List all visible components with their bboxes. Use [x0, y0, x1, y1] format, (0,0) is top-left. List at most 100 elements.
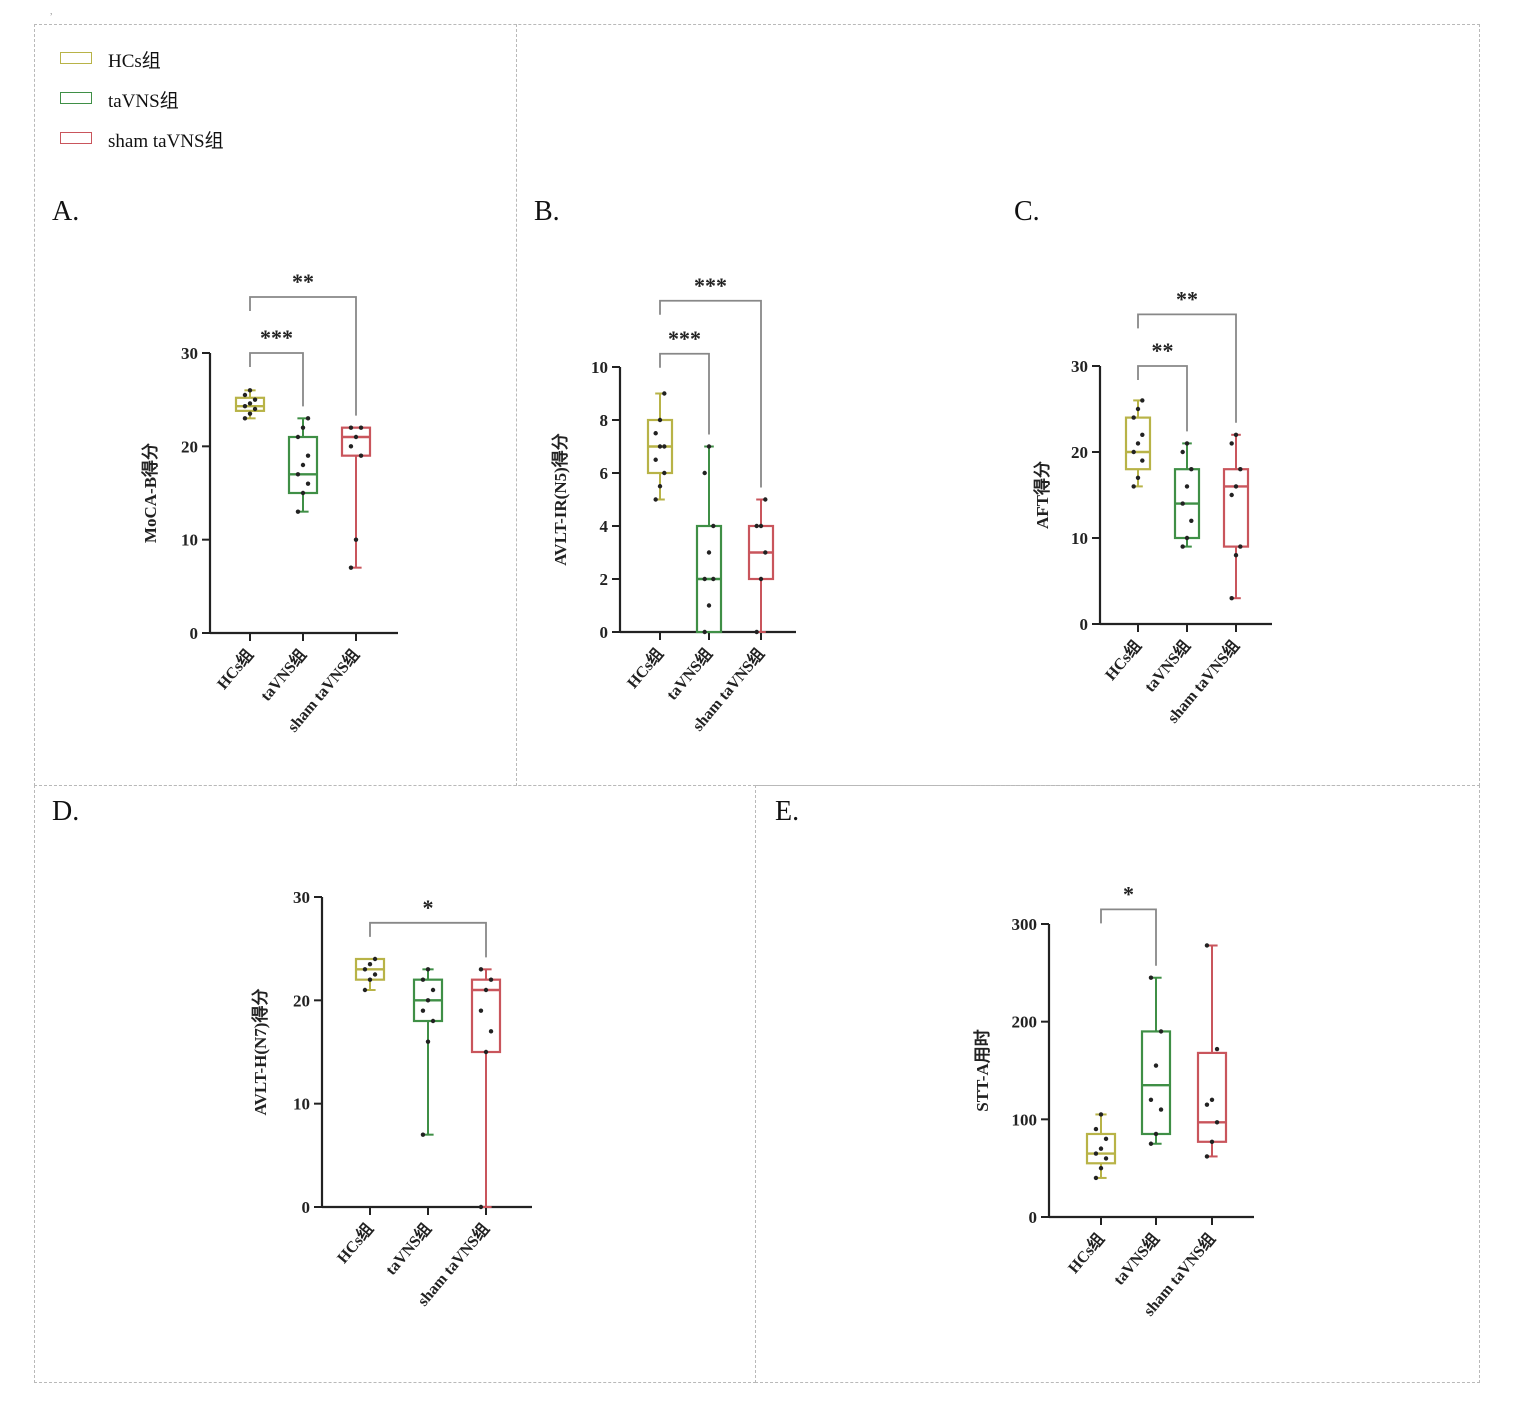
panel-label-a: A. [52, 196, 80, 227]
y-tick-label: 4 [600, 517, 609, 536]
data-point [430, 1018, 436, 1024]
data-point [358, 453, 364, 458]
y-tick-label: 10 [181, 531, 198, 550]
data-point [242, 392, 248, 398]
data-point [252, 406, 258, 412]
x-tick-label: taVNS组 [256, 645, 310, 704]
data-point [1229, 596, 1234, 601]
data-point [478, 1204, 484, 1210]
data-point [662, 391, 667, 396]
data-point [483, 987, 489, 993]
y-tick-label: 10 [293, 1095, 310, 1114]
data-point [1148, 1097, 1154, 1103]
data-point [305, 416, 311, 421]
data-point [662, 444, 667, 449]
significance-bracket [659, 299, 762, 488]
data-point [1093, 1151, 1099, 1156]
data-point [353, 537, 359, 542]
data-point [1233, 484, 1239, 489]
legend-swatch-tavns [60, 92, 92, 104]
data-point [754, 629, 759, 635]
panel-label-d: D. [52, 796, 80, 827]
cell-divider-top [516, 24, 517, 786]
y-tick-label: 20 [293, 991, 310, 1010]
data-point [1093, 1175, 1099, 1181]
y-tick-label: 0 [302, 1198, 311, 1217]
significance-bracket [249, 352, 304, 407]
data-point [425, 998, 431, 1003]
data-point [242, 416, 248, 421]
legend-label-sham: sham taVNS组 [108, 131, 224, 152]
significance-label: *** [668, 326, 701, 351]
significance-bracket [249, 296, 357, 416]
legend-label-tavns: taVNS组 [108, 91, 179, 112]
data-point [1233, 553, 1239, 558]
data-point [300, 490, 306, 496]
y-tick-label: 30 [181, 344, 198, 363]
cell-e [755, 785, 1480, 1383]
data-point [1131, 415, 1136, 420]
significance-label: * [1123, 881, 1134, 906]
x-tick-label: taVNS组 [1140, 636, 1194, 695]
y-axis-label: AFT得分 [1032, 461, 1052, 529]
data-point [478, 1008, 484, 1013]
data-point [1214, 1120, 1220, 1125]
y-axis-label: STT-A用时 [973, 1029, 992, 1112]
data-point [300, 425, 306, 430]
data-point [1233, 432, 1239, 437]
data-point [1209, 1139, 1215, 1144]
data-point [425, 1039, 431, 1044]
data-point [362, 987, 368, 993]
data-point [1098, 1165, 1104, 1171]
data-point [702, 629, 707, 635]
data-point [367, 977, 373, 982]
significance-label: ** [1152, 338, 1174, 363]
data-point [711, 523, 716, 529]
data-point [1158, 1107, 1164, 1112]
x-tick-label: HCs组 [1064, 1229, 1108, 1277]
data-point [1189, 518, 1194, 523]
data-point [1103, 1136, 1109, 1142]
data-point [295, 509, 301, 514]
data-point [1093, 1126, 1099, 1132]
y-axis-label: MoCA-B得分 [140, 443, 160, 543]
panel-label-b: B. [534, 196, 560, 227]
significance-bracket [369, 921, 487, 958]
data-point [657, 417, 663, 423]
data-point [305, 453, 311, 458]
data-point [478, 967, 484, 972]
data-point [1204, 1102, 1210, 1107]
x-tick-label: taVNS组 [1109, 1229, 1163, 1288]
data-point [348, 425, 354, 430]
x-tick-label: HCs组 [213, 645, 257, 693]
data-point [763, 497, 768, 502]
data-point [1184, 484, 1190, 489]
y-tick-label: 30 [1071, 357, 1088, 376]
panel-label-c: C. [1014, 196, 1040, 227]
data-point [1209, 1097, 1215, 1103]
data-point [1238, 544, 1243, 549]
data-point [372, 972, 378, 977]
legend-swatch-sham [60, 132, 92, 144]
top-corner-mark: , [50, 6, 53, 17]
data-point [653, 431, 658, 436]
data-point [252, 397, 258, 402]
significance-label: *** [260, 325, 293, 350]
data-point [420, 977, 426, 982]
data-point [1204, 943, 1210, 948]
panel-label-e: E. [775, 796, 800, 827]
data-point [1135, 475, 1141, 480]
data-point [367, 961, 373, 967]
y-tick-label: 30 [293, 888, 310, 907]
x-tick-label: HCs组 [333, 1219, 377, 1267]
data-point [488, 977, 494, 982]
y-tick-label: 0 [190, 624, 199, 643]
data-point [1184, 441, 1190, 446]
data-point [1229, 492, 1234, 498]
data-point [247, 388, 253, 393]
data-point [295, 434, 301, 440]
